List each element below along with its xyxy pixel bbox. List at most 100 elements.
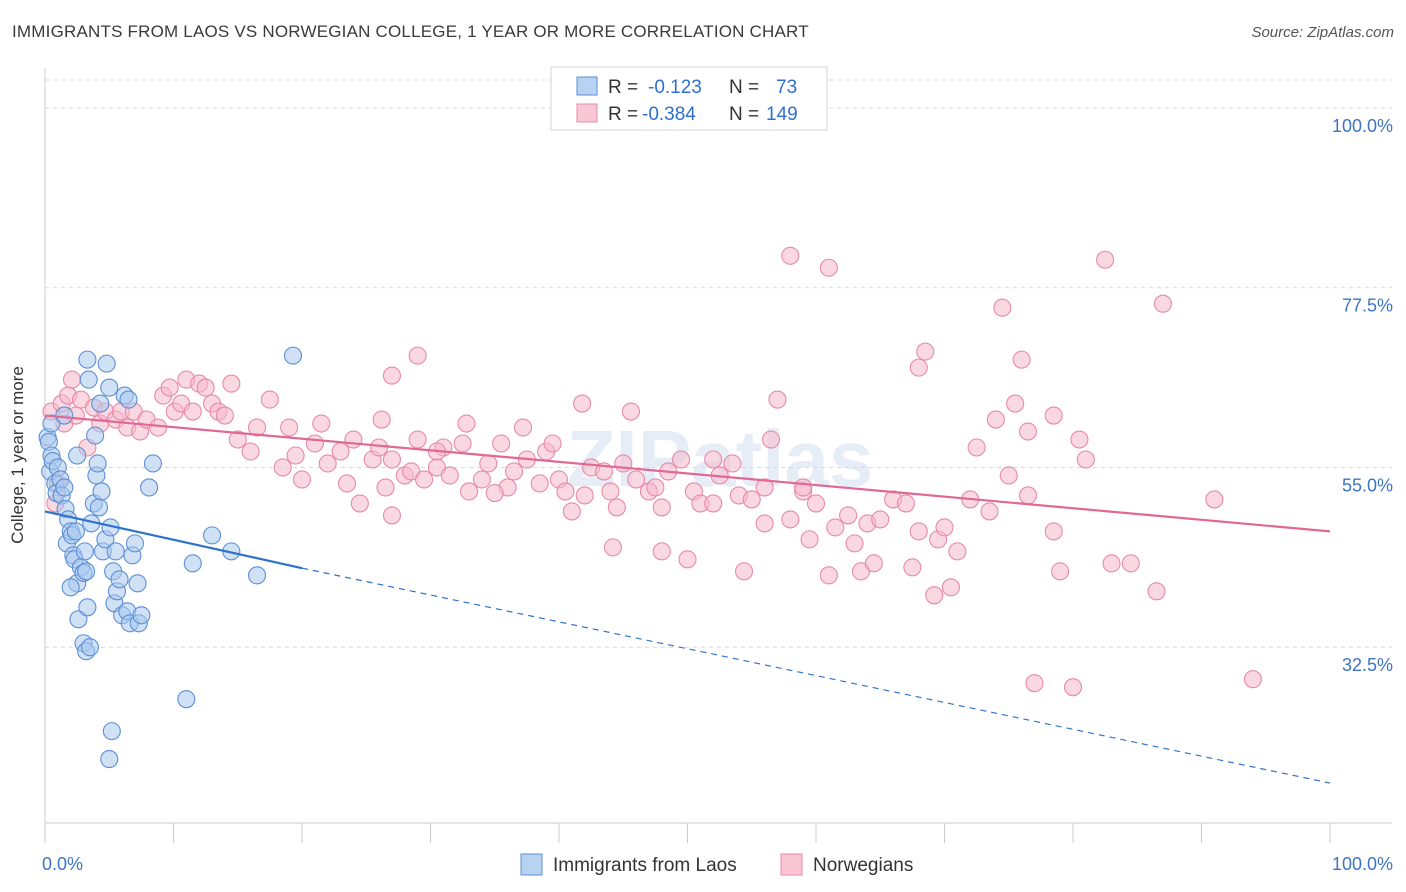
norwegians-point [273, 458, 292, 477]
norwegians-point [601, 482, 620, 501]
norwegians-point [704, 494, 723, 513]
norwegians-point [215, 406, 234, 425]
norwegians-point [1121, 554, 1140, 573]
x-tick-label: 100.0% [1332, 854, 1393, 874]
norwegians-point [1018, 486, 1038, 505]
norwegians-point [1063, 678, 1083, 697]
norwegians-point [408, 430, 427, 449]
laos-point [247, 566, 267, 585]
norwegians-point [1018, 422, 1038, 441]
legend-n-label-pink: N = [729, 104, 759, 125]
norwegians-point [941, 578, 960, 597]
laos-point [61, 578, 80, 597]
laos-point [203, 526, 222, 545]
legend-r-label-blue: R = [608, 77, 638, 98]
norwegians-point [607, 498, 626, 517]
norwegians-point [603, 538, 623, 557]
tick-labels: 100.0% 77.5% 55.0% 32.5% 0.0% 100.0% [42, 116, 1393, 874]
norwegians-point [457, 414, 476, 433]
norwegians-point [160, 378, 179, 397]
series-legend: Immigrants from Laos Norwegians [520, 853, 913, 876]
norwegians-point [845, 534, 864, 553]
norwegians-point [305, 434, 324, 453]
bottom-legend-swatch-blue [520, 853, 543, 876]
norwegians-point [819, 566, 838, 585]
norwegians-point [627, 470, 646, 489]
norwegians-point [1025, 674, 1044, 693]
norwegians-point [935, 518, 954, 537]
laos-point [140, 478, 159, 497]
norwegians-point [999, 466, 1018, 485]
norwegians-point [916, 342, 935, 361]
laos-point [55, 406, 74, 425]
norwegians-point [1205, 490, 1224, 509]
norwegians-point [382, 366, 402, 385]
norwegians-point [1243, 670, 1262, 689]
norwegians-point [286, 446, 305, 465]
norwegians-point [382, 450, 402, 469]
norwegians-point [62, 370, 82, 389]
norwegians-point [370, 438, 389, 457]
laos-point [110, 570, 129, 589]
norwegians-point [742, 490, 761, 509]
laos-point [102, 722, 121, 741]
y-tick-label: 55.0% [1342, 475, 1393, 495]
legend-n-value-pink: 149 [766, 104, 798, 125]
norwegians-point [71, 390, 91, 409]
laos-point [55, 478, 74, 497]
norwegians-trend [44, 414, 1331, 533]
laos-point [66, 522, 85, 541]
norwegians-point [408, 346, 427, 365]
norwegians-point [222, 374, 241, 393]
norwegians-point [851, 562, 871, 581]
laos-point [86, 426, 105, 445]
y-tick-label: 32.5% [1342, 655, 1393, 675]
norwegians-point [614, 454, 633, 473]
norwegians-point [382, 506, 402, 525]
norwegians-point [1147, 582, 1166, 601]
norwegians-point [806, 494, 826, 513]
norwegians-point [312, 414, 331, 433]
norwegians-point [800, 530, 819, 549]
y-tick-label: 100.0% [1332, 116, 1393, 136]
bottom-legend-label-pink: Norwegians [813, 855, 913, 876]
norwegians-point [909, 522, 928, 541]
laos-point [128, 574, 147, 593]
norwegians-point [1102, 554, 1121, 573]
laos-point [132, 606, 151, 625]
norwegians-point [280, 418, 299, 437]
legend-r-value-pink: -0.384 [642, 104, 696, 125]
norwegians-point [781, 510, 800, 529]
norwegians-point [292, 470, 312, 489]
norwegians-point [948, 542, 967, 561]
laos-point [177, 690, 196, 709]
laos-trend-solid [44, 510, 303, 570]
gridlines [45, 79, 1392, 648]
laos-point [97, 354, 116, 373]
norwegians-point [556, 482, 575, 501]
norwegians-point [1012, 350, 1031, 369]
norwegians-point [652, 498, 671, 517]
laos-point [80, 638, 100, 657]
laos-point [91, 394, 110, 413]
norwegians-point [1044, 522, 1063, 541]
laos-point [100, 750, 119, 769]
norwegians-points [42, 246, 1262, 697]
trend-lines [44, 414, 1331, 784]
norwegians-point [794, 478, 813, 497]
norwegians-point [1006, 394, 1025, 413]
norwegians-point [196, 378, 215, 397]
norwegians-point [149, 418, 168, 437]
norwegians-point [925, 586, 944, 605]
legend-n-value-blue: 73 [776, 77, 797, 98]
norwegians-point [646, 478, 665, 497]
norwegians-point [652, 542, 671, 561]
norwegians-point [1070, 430, 1089, 449]
norwegians-point [864, 554, 883, 573]
norwegians-point [260, 390, 279, 409]
norwegians-point [530, 474, 549, 493]
norwegians-point [993, 298, 1012, 317]
norwegians-point [768, 390, 787, 409]
laos-point [88, 454, 107, 473]
